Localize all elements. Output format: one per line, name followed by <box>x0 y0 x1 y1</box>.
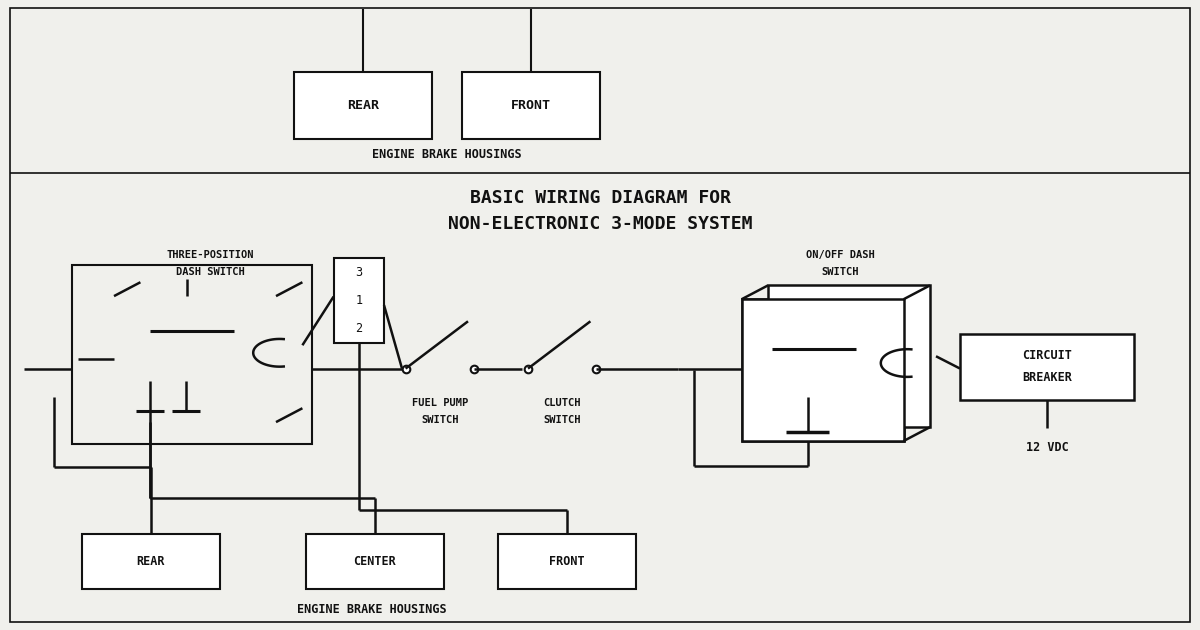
Text: DASH SWITCH: DASH SWITCH <box>175 267 245 277</box>
Text: SWITCH: SWITCH <box>421 415 458 425</box>
Text: 3: 3 <box>355 266 362 278</box>
Bar <box>334 258 384 343</box>
Bar <box>498 534 636 589</box>
Text: ON/OFF DASH: ON/OFF DASH <box>805 250 875 260</box>
Text: SWITCH: SWITCH <box>544 415 581 425</box>
Text: ENGINE BRAKE HOUSINGS: ENGINE BRAKE HOUSINGS <box>298 603 446 616</box>
Text: 12 VDC: 12 VDC <box>1026 441 1068 454</box>
Bar <box>960 334 1134 400</box>
Text: SWITCH: SWITCH <box>821 267 859 277</box>
Text: NON-ELECTRONIC 3-MODE SYSTEM: NON-ELECTRONIC 3-MODE SYSTEM <box>448 215 752 232</box>
Text: 2: 2 <box>355 323 362 335</box>
Bar <box>72 265 312 444</box>
Bar <box>742 299 904 441</box>
Bar <box>306 534 444 589</box>
Bar <box>114 296 276 422</box>
Bar <box>462 72 600 139</box>
Bar <box>82 534 220 589</box>
Text: REAR: REAR <box>137 555 164 568</box>
Bar <box>114 296 276 422</box>
Text: THREE-POSITION: THREE-POSITION <box>167 250 253 260</box>
Text: BREAKER: BREAKER <box>1022 370 1072 384</box>
Bar <box>140 282 302 408</box>
Text: FRONT: FRONT <box>511 99 551 112</box>
Text: FRONT: FRONT <box>550 555 584 568</box>
Text: CLUTCH: CLUTCH <box>544 398 581 408</box>
Text: CENTER: CENTER <box>354 555 396 568</box>
Text: ENGINE BRAKE HOUSINGS: ENGINE BRAKE HOUSINGS <box>372 148 522 161</box>
Text: REAR: REAR <box>347 99 379 112</box>
Text: FUEL PUMP: FUEL PUMP <box>412 398 468 408</box>
Text: 1: 1 <box>355 294 362 307</box>
Text: BASIC WIRING DIAGRAM FOR: BASIC WIRING DIAGRAM FOR <box>469 190 731 207</box>
Bar <box>768 285 930 427</box>
Text: CIRCUIT: CIRCUIT <box>1022 349 1072 362</box>
Bar <box>742 299 904 441</box>
Bar <box>294 72 432 139</box>
